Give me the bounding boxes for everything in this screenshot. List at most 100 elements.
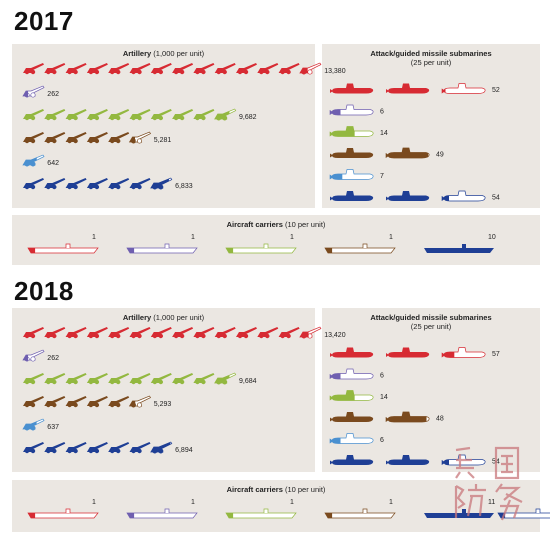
carrier-value-label: 1 — [290, 234, 294, 241]
artillery-value-label: 637 — [47, 424, 59, 431]
submarine-icon — [329, 169, 374, 180]
submarine-icon — [329, 368, 374, 380]
artillery-icon — [108, 132, 130, 144]
artillery-icon — [214, 372, 237, 385]
artillery-icon — [108, 442, 130, 454]
artillery-icon — [65, 63, 87, 75]
artillery-value-label: 262 — [47, 91, 59, 98]
submarine-value-label: 6 — [380, 109, 384, 116]
artillery-icon — [23, 132, 44, 144]
carrier-icon — [225, 243, 297, 254]
artillery-icon — [236, 63, 257, 75]
artillery-icon — [214, 63, 236, 75]
artillery-icon — [44, 132, 66, 144]
artillery-icon — [23, 373, 44, 385]
artillery-icon — [128, 131, 152, 144]
carrier-icon — [27, 243, 99, 254]
artillery-icon — [108, 109, 130, 121]
artillery-icon — [299, 326, 322, 339]
submarine-value-label: 14 — [380, 130, 388, 137]
submarine-icon — [329, 104, 374, 116]
artillery-icon — [65, 373, 87, 385]
artillery-icon — [23, 327, 44, 339]
submarine-value-label: 54 — [492, 195, 500, 202]
artillery-icon — [86, 442, 108, 454]
artillery-icon — [172, 109, 194, 121]
artillery-icon — [129, 373, 151, 385]
submarine-icon — [386, 347, 430, 358]
artillery-icon — [86, 327, 108, 339]
submarine-icon — [386, 455, 430, 465]
carriers-title: Aircraft carriers (10 per unit) — [226, 220, 326, 229]
artillery-icon — [23, 396, 44, 408]
artillery-icon — [23, 109, 44, 121]
artillery-value-label: 13,380 — [324, 68, 346, 75]
artillery-icon — [22, 418, 45, 431]
artillery-icon — [193, 373, 215, 385]
carriers-panel: Aircraft carriers (10 per unit) — [12, 215, 540, 265]
artillery-icon — [65, 132, 87, 144]
watermark-logo — [454, 446, 523, 521]
carrier-icon — [424, 244, 494, 253]
artillery-icon — [44, 109, 66, 121]
year-heading: 2018 — [14, 276, 74, 306]
artillery-icon — [129, 63, 151, 75]
artillery-icon — [65, 178, 87, 190]
artillery-icon — [86, 178, 108, 190]
submarines-title: Attack/guided missile submarines (25 per … — [370, 313, 492, 331]
artillery-icon — [108, 178, 130, 190]
carrier-value-label: 10 — [488, 234, 496, 241]
artillery-icon — [257, 63, 279, 75]
submarine-icon — [329, 390, 374, 401]
carrier-value-label: 1 — [191, 234, 195, 241]
artillery-icon — [236, 327, 257, 339]
artillery-icon — [193, 109, 215, 121]
artillery-icon — [150, 63, 172, 75]
submarine-icon — [330, 191, 374, 201]
artillery-value-label: 6,833 — [175, 183, 193, 190]
submarine-icon — [329, 433, 374, 444]
artillery-icon — [129, 178, 151, 190]
artillery-value-label: 9,682 — [239, 114, 257, 121]
submarine-value-label: 52 — [492, 87, 500, 94]
submarine-value-label: 49 — [436, 152, 444, 159]
submarine-value-label: 14 — [380, 394, 388, 401]
artillery-value-label: 642 — [47, 160, 59, 167]
submarine-value-label: 7 — [380, 173, 384, 180]
submarine-icon — [441, 347, 486, 358]
artillery-icon — [193, 63, 215, 75]
carrier-icon — [497, 508, 550, 519]
artillery-icon — [129, 327, 151, 339]
submarines-panel: Attack/guided missile submarines (25 per … — [322, 308, 540, 472]
artillery-icon — [129, 442, 151, 454]
artillery-icon — [257, 327, 279, 339]
artillery-value-label: 262 — [47, 355, 59, 362]
carrier-icon — [324, 508, 396, 519]
artillery-icon — [278, 327, 300, 339]
submarine-icon — [385, 147, 430, 159]
carrier-icon — [424, 509, 494, 518]
artillery-value-label: 13,420 — [324, 332, 346, 339]
artillery-icon — [44, 396, 66, 408]
artillery-icon — [44, 327, 66, 339]
carrier-value-label: 11 — [488, 499, 495, 506]
artillery-icon — [86, 132, 108, 144]
artillery-icon — [65, 442, 87, 454]
submarine-value-label: 6 — [380, 437, 384, 444]
artillery-icon — [150, 441, 173, 454]
artillery-title: Artillery (1,000 per unit) — [122, 49, 205, 58]
submarine-icon — [329, 126, 374, 137]
artillery-icon — [86, 396, 108, 408]
carrier-value-label: 1 — [92, 234, 96, 241]
artillery-icon — [65, 396, 87, 408]
carrier-icon — [225, 508, 297, 519]
artillery-icon — [86, 109, 108, 121]
submarine-icon — [441, 83, 486, 94]
artillery-icon — [150, 177, 173, 190]
artillery-icon — [150, 373, 172, 385]
carrier-value-label: 1 — [389, 234, 393, 241]
submarine-icon — [441, 190, 486, 202]
artillery-icon — [44, 63, 66, 75]
carriers-panel: Aircraft carriers (10 per unit) — [12, 480, 540, 532]
